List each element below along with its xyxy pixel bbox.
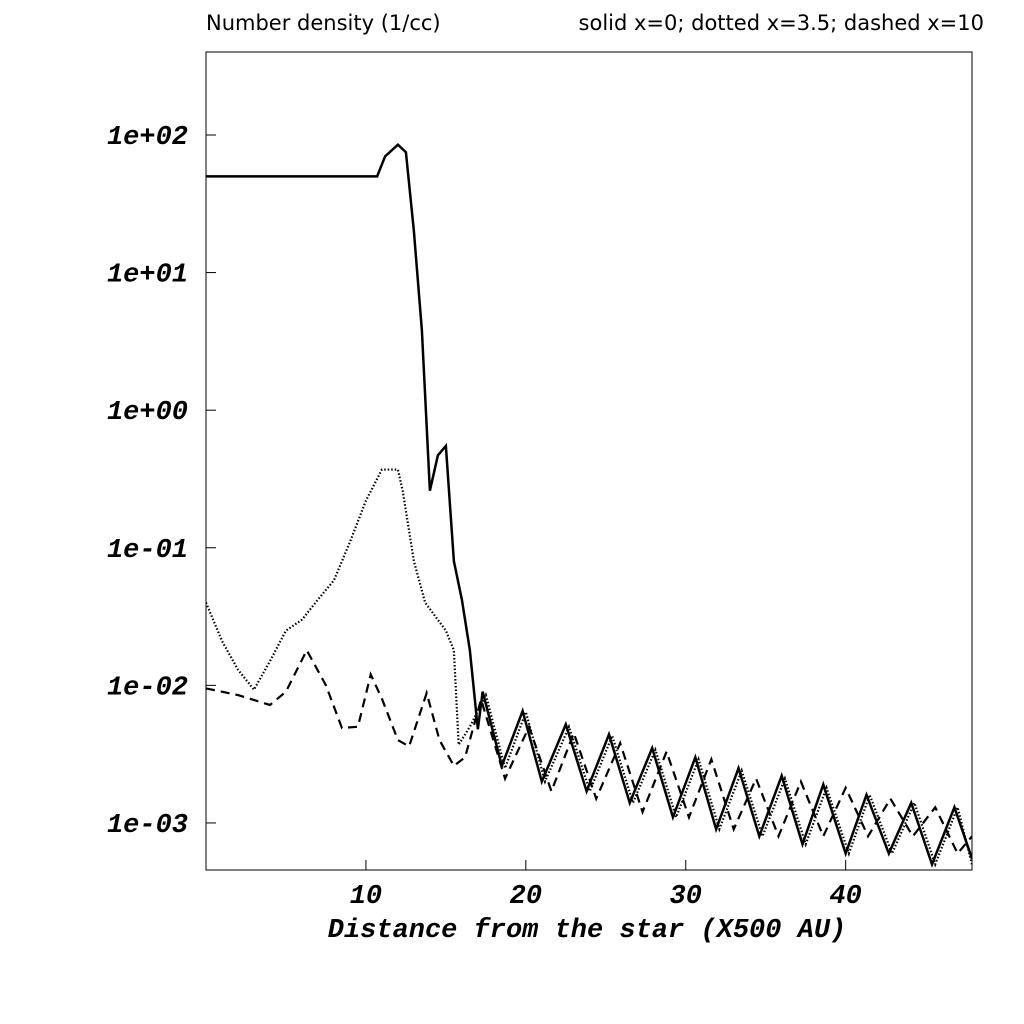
y-tick-label: 1e+00 (107, 398, 188, 428)
x-axis-label: Distance from the star (X500 AU) (328, 916, 846, 946)
data-line (206, 468, 972, 868)
chart-title: Number density (1/cc) (206, 11, 441, 35)
x-tick-label: 30 (670, 882, 702, 912)
y-tick-label: 1e+01 (107, 261, 188, 291)
chart-subtitle: solid x=0; dotted x=3.5; dashed x=10 (579, 11, 984, 35)
x-tick-label: 40 (829, 882, 861, 912)
y-tick-label: 1e-01 (107, 536, 188, 566)
x-tick-label: 10 (350, 882, 382, 912)
data-line (206, 647, 972, 856)
y-tick-label: 1e+02 (107, 123, 188, 153)
y-tick-label: 1e-03 (107, 811, 188, 841)
y-tick-label: 1e-02 (107, 673, 188, 703)
x-tick-label: 20 (510, 882, 542, 912)
plot-frame (205, 51, 973, 871)
data-line (206, 143, 972, 869)
